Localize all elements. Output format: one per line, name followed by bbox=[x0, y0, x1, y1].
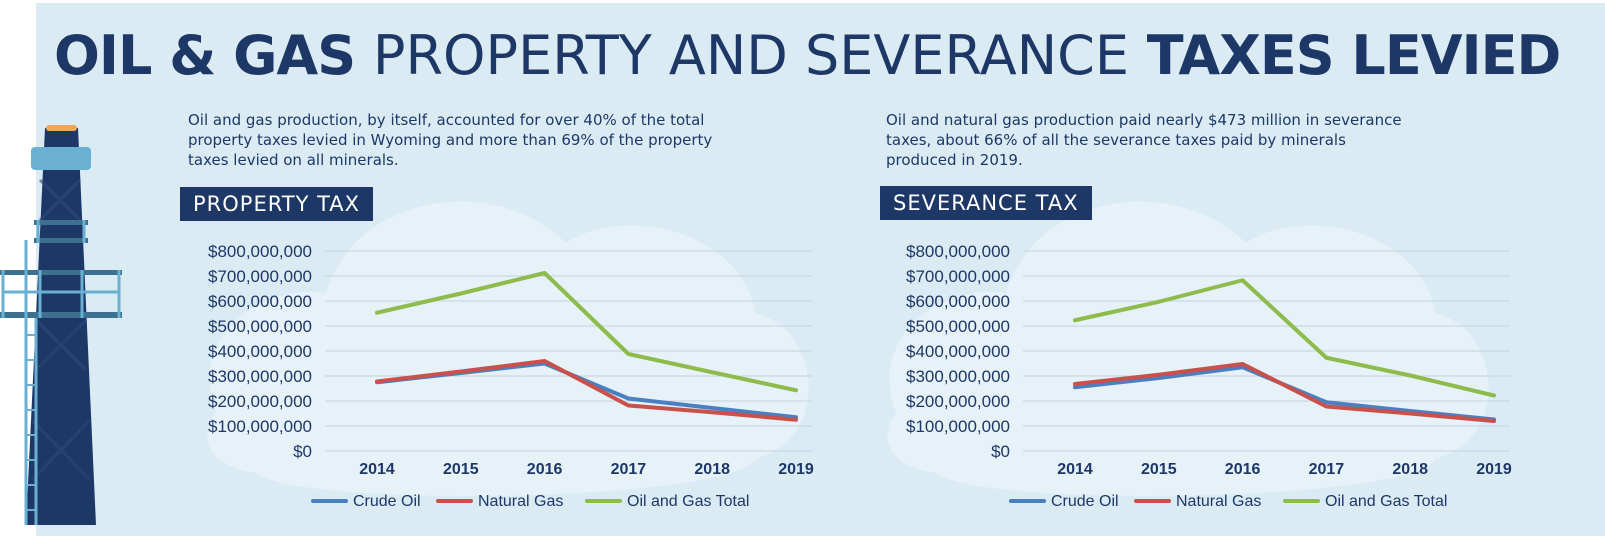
x-tick-label: 2016 bbox=[527, 461, 563, 478]
severance-tax-badge: SEVERANCE TAX bbox=[880, 186, 1092, 220]
legend-label: Oil and Gas Total bbox=[1325, 493, 1447, 510]
y-tick-label: $800,000,000 bbox=[208, 242, 312, 261]
y-tick-label: $100,000,000 bbox=[208, 417, 312, 436]
property-tax-chart: $0 $100,000,000 $200,000,000 $300,000,000 $4… bbox=[208, 242, 814, 510]
x-tick-label: 2015 bbox=[443, 461, 479, 478]
y-tick-label: $300,000,000 bbox=[906, 367, 1010, 386]
y-tick-label: $400,000,000 bbox=[906, 342, 1010, 361]
x-tick-label: 2017 bbox=[611, 461, 647, 478]
series-line bbox=[375, 359, 798, 422]
cloud-shape-left bbox=[207, 201, 809, 496]
y-tick-label: $600,000,000 bbox=[208, 292, 312, 311]
legend-label: Oil and Gas Total bbox=[627, 493, 749, 510]
title-bold-trail: TAXES LEVIED bbox=[1146, 24, 1562, 87]
x-tick-label: 2016 bbox=[1225, 461, 1261, 478]
series-line bbox=[1073, 278, 1496, 398]
property-tax-description: Oil and gas production, by itself, accou… bbox=[188, 111, 713, 169]
severance-tax-chart: $0 $100,000,000 $200,000,000 $300,000,000 $4… bbox=[906, 242, 1512, 510]
y-tick-label: $600,000,000 bbox=[906, 292, 1010, 311]
series-line bbox=[1073, 362, 1496, 423]
y-tick-label: $500,000,000 bbox=[208, 317, 312, 336]
y-tick-label: $0 bbox=[991, 442, 1010, 461]
severance-tax-description: Oil and natural gas production paid near… bbox=[886, 111, 1402, 169]
y-tick-label: $700,000,000 bbox=[906, 267, 1010, 286]
x-tick-label: 2014 bbox=[359, 461, 395, 478]
x-tick-label: 2019 bbox=[1476, 461, 1512, 478]
y-tick-label: $100,000,000 bbox=[906, 417, 1010, 436]
y-tick-label: $500,000,000 bbox=[906, 317, 1010, 336]
title-light-middle: PROPERTY AND SEVERANCE bbox=[372, 24, 1129, 87]
cloud-shape-right bbox=[887, 201, 1489, 496]
legend-label: Crude Oil bbox=[353, 493, 421, 510]
legend-label: Natural Gas bbox=[478, 493, 563, 510]
legend-label: Crude Oil bbox=[1051, 493, 1119, 510]
series-line bbox=[375, 271, 798, 393]
y-tick-label: $0 bbox=[293, 442, 312, 461]
series-line bbox=[375, 361, 798, 420]
y-tick-label: $800,000,000 bbox=[906, 242, 1010, 261]
property-tax-badge: PROPERTY TAX bbox=[180, 187, 374, 221]
x-tick-label: 2014 bbox=[1057, 461, 1093, 478]
y-tick-label: $400,000,000 bbox=[208, 342, 312, 361]
x-tick-label: 2017 bbox=[1309, 461, 1345, 478]
x-tick-label: 2019 bbox=[778, 461, 814, 478]
oil-rig-tower-illustration bbox=[0, 125, 122, 525]
infographic-panel bbox=[36, 3, 1605, 536]
legend-label: Natural Gas bbox=[1176, 493, 1261, 510]
y-tick-label: $300,000,000 bbox=[208, 367, 312, 386]
x-tick-label: 2015 bbox=[1141, 461, 1177, 478]
x-tick-label: 2018 bbox=[694, 461, 730, 478]
y-tick-label: $200,000,000 bbox=[906, 392, 1010, 411]
page-title: OIL & GAS PROPERTY AND SEVERANCE TAXES L… bbox=[54, 18, 1562, 94]
y-tick-label: $700,000,000 bbox=[208, 267, 312, 286]
title-bold-lead: OIL & GAS bbox=[54, 24, 356, 87]
x-tick-label: 2018 bbox=[1392, 461, 1428, 478]
y-tick-label: $200,000,000 bbox=[208, 392, 312, 411]
